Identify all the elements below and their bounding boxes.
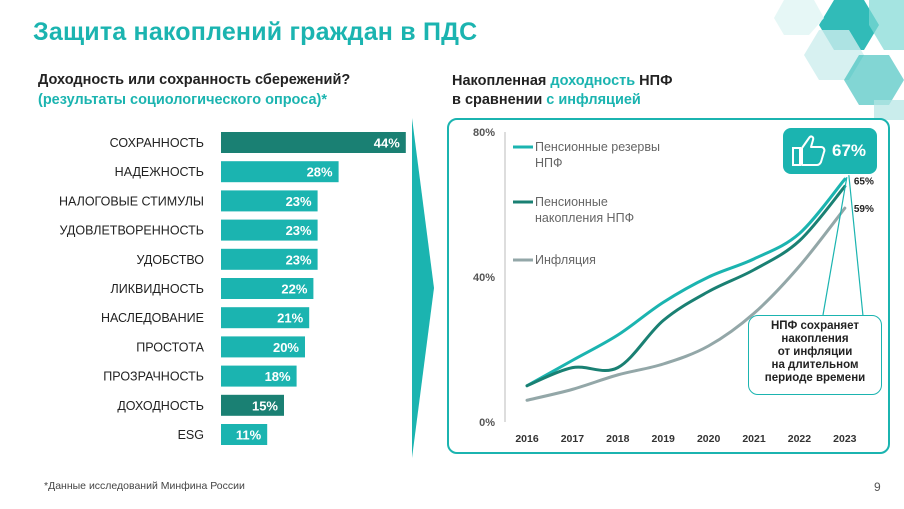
callout-connector	[848, 175, 864, 317]
legend-label: накопления НПФ	[535, 211, 634, 225]
x-tick-label: 2016	[515, 433, 539, 445]
bar	[221, 219, 318, 241]
chevron-arrow-icon	[412, 118, 434, 458]
bar	[221, 424, 268, 445]
x-tick-label: 2017	[561, 433, 585, 445]
callout-line: накопления	[781, 333, 849, 345]
x-tick-label: 2018	[606, 433, 630, 445]
bar-value-label: 20%	[273, 340, 299, 355]
callout-line: от инфляции	[777, 346, 853, 358]
title-part: в сравнении	[452, 92, 547, 108]
bar	[221, 190, 318, 212]
series-line	[525, 206, 847, 402]
category-label: ПРОЗРАЧНОСТЬ	[103, 370, 204, 384]
bar	[221, 161, 339, 183]
title-part: Накопленная	[452, 73, 551, 89]
legend-label: Инфляция	[535, 253, 596, 267]
bar-value-label: 28%	[307, 165, 333, 180]
left-subtitle: (результаты социологического опроса)*	[38, 92, 328, 108]
right-chart-title: Накопленная доходность НПФ в сравнении с…	[452, 72, 672, 110]
y-tick-label: 0%	[479, 417, 495, 429]
category-label: НАСЛЕДОВАНИЕ	[101, 311, 204, 325]
bar-value-label: 23%	[286, 223, 312, 238]
bar	[221, 278, 314, 299]
title-part: НПФ	[635, 73, 673, 89]
bar-value-label: 11%	[236, 428, 262, 443]
page-title: Защита накоплений граждан в ПДС	[33, 18, 478, 46]
title-highlight: с инфляцией	[546, 92, 641, 108]
callout-line: НПФ сохраняет	[770, 320, 860, 332]
x-tick-label: 2022	[788, 433, 812, 445]
badge-value: 67%	[832, 141, 867, 160]
end-label: 65%	[854, 176, 874, 187]
bar-value-label: 21%	[277, 311, 303, 326]
thumbs-up-icon	[792, 135, 826, 166]
x-tick-label: 2020	[697, 433, 721, 445]
callout-box	[748, 315, 882, 395]
legend-label: НПФ	[535, 156, 563, 170]
footnote: *Данные исследований Минфина России	[44, 480, 245, 492]
legend-label: Пенсионные резервы	[535, 140, 660, 154]
chart-panel	[447, 118, 890, 454]
y-tick-label: 40%	[473, 272, 495, 284]
category-label: СОХРАННОСТЬ	[110, 136, 204, 150]
callout-line: периоде времени	[764, 372, 866, 384]
category-label: НАДЕЖНОСТЬ	[115, 165, 204, 179]
category-label: ЛИКВИДНОСТЬ	[111, 282, 204, 296]
category-label: УДОБСТВО	[136, 253, 204, 267]
callout-text: НПФ сохраняет накопления от инфляции на …	[750, 320, 880, 385]
bar-value-label: 23%	[286, 194, 312, 209]
survey-bar-chart: СОХРАННОСТЬ 44% НАДЕЖНОСТЬ 28% НАЛОГОВЫЕ СТИ…	[59, 132, 406, 445]
y-tick-label: 80%	[473, 127, 495, 139]
left-question: Доходность или сохранность сбережений?	[38, 72, 351, 88]
bar-value-label: 22%	[281, 282, 307, 297]
bar-value-label: 23%	[286, 252, 312, 267]
legend-label: Пенсионные	[535, 195, 608, 209]
category-label: ESG	[178, 428, 204, 442]
end-label: 59%	[854, 204, 874, 215]
callout-line: на длительном	[771, 359, 859, 371]
series-line	[525, 184, 847, 388]
x-tick-label: 2019	[652, 433, 676, 445]
result-badge	[783, 128, 877, 174]
category-label: ДОХОДНОСТЬ	[117, 399, 204, 413]
series-line	[525, 177, 847, 388]
bar	[221, 132, 406, 153]
line-chart: 0% 40% 80% 2016 2017 2018 2019 2020 2021 2022 2023…	[473, 127, 874, 445]
decorative-hexagons	[774, 0, 904, 120]
callout-connector	[822, 177, 848, 316]
title-highlight: доходность	[550, 73, 636, 89]
bar	[221, 365, 297, 387]
bar-value-label: 44%	[374, 136, 400, 151]
x-tick-label: 2021	[742, 433, 766, 445]
bar	[221, 307, 310, 329]
bar-value-label: 18%	[265, 369, 291, 384]
category-label: ПРОСТОТА	[136, 340, 204, 354]
x-tick-label: 2023	[833, 433, 857, 445]
bar	[221, 394, 284, 416]
category-label: УДОВЛЕТВОРЕННОСТЬ	[60, 224, 205, 238]
bar-value-label: 15%	[252, 398, 278, 413]
bar	[221, 336, 305, 358]
category-label: НАЛОГОВЫЕ СТИМУЛЫ	[59, 194, 204, 208]
bar	[221, 248, 318, 270]
page-number: 9	[874, 480, 881, 494]
